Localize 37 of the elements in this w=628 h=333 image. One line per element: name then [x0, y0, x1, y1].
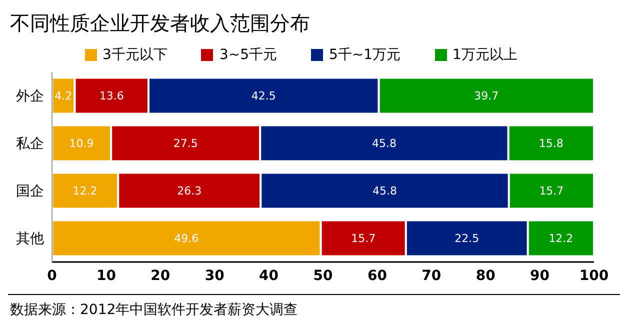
data-label: 27.5: [173, 137, 198, 150]
y-tick-label: 私企: [16, 136, 44, 152]
x-tick-label: 0: [47, 268, 58, 284]
x-tick-label: 30: [204, 268, 225, 284]
x-tick-label: 10: [96, 268, 116, 284]
data-label: 42.5: [251, 90, 276, 103]
y-tick-label: 外企: [16, 88, 44, 105]
chart-title: 不同性质企业开发者收入范围分布: [9, 10, 311, 37]
data-label: 22.5: [454, 232, 480, 246]
x-tick-label: 20: [150, 268, 170, 284]
y-tick-label: 其他: [16, 231, 44, 248]
legend-label: 3~5千元: [219, 46, 277, 64]
series-label: 5千~1万元: [329, 46, 401, 64]
data-label: 15.7: [539, 184, 564, 198]
source-note: 数据来源：2012年中国软件开发者薪资大调查: [8, 294, 620, 319]
data-label: 4.2: [54, 90, 72, 103]
data-label: 12.2: [72, 184, 98, 198]
data-label: 45.8: [372, 137, 396, 150]
x-tick-label: 40: [259, 268, 279, 284]
x-tick-label: 70: [422, 268, 442, 284]
x-tick-label: 50: [313, 268, 333, 284]
x-tick-label: 90: [530, 268, 550, 284]
data-label: 15.7: [351, 232, 376, 246]
data-label: 10.9: [69, 137, 94, 150]
data-label: 45.8: [372, 184, 398, 198]
data-label: 12.2: [548, 232, 574, 246]
data-label: 49.6: [174, 232, 199, 246]
x-tick-label: 100: [579, 268, 609, 284]
x-tick-label: 60: [367, 268, 388, 284]
y-tick-label: 国企: [16, 184, 44, 200]
data-label: 26.3: [177, 184, 202, 198]
data-label: 13.6: [99, 90, 124, 103]
data-label: 39.7: [474, 90, 499, 103]
legend-label: 3千元以下: [102, 46, 168, 64]
legend-label: 1万元以上: [452, 46, 518, 64]
x-tick-label: 80: [476, 268, 496, 284]
data-label: 15.8: [538, 137, 564, 150]
